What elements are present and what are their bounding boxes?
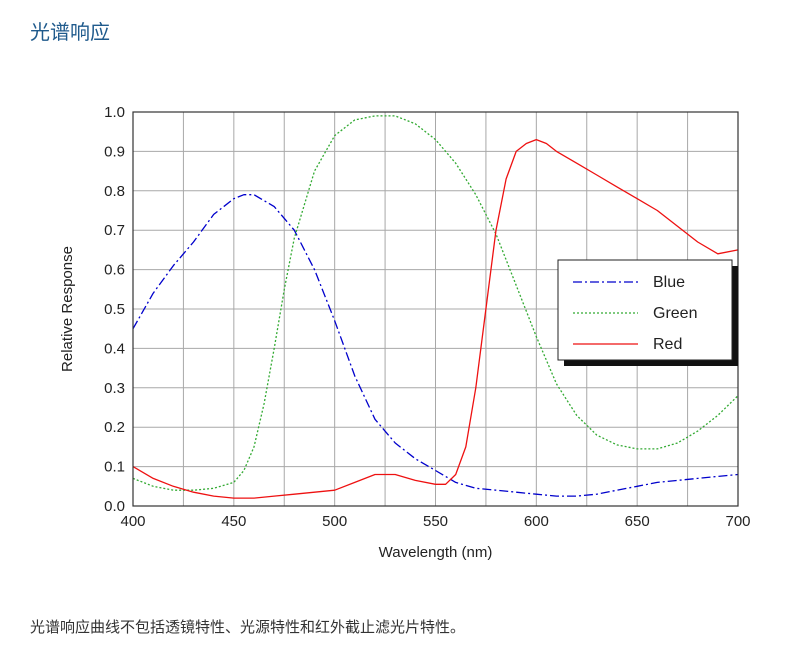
y-tick-label: 0.8 <box>104 183 125 200</box>
y-tick-label: 0.1 <box>104 459 125 476</box>
legend-label-green: Green <box>653 305 697 322</box>
y-tick-label: 0.7 <box>104 222 125 239</box>
series-lines <box>132 115 739 499</box>
x-tick-label: 400 <box>120 513 145 530</box>
legend-label-red: Red <box>653 336 682 353</box>
page-title: 光谱响应 <box>30 20 110 44</box>
legend: Blue Green Red <box>557 259 738 366</box>
y-tick-label: 1.0 <box>104 104 125 121</box>
y-tick-label: 0.0 <box>104 498 125 515</box>
x-tick-label: 600 <box>524 513 549 530</box>
x-tick-label: 650 <box>625 513 650 530</box>
x-axis-label: Wavelength (nm) <box>379 544 493 561</box>
footnote: 光谱响应曲线不包括透镜特性、光源特性和红外截止滤光片特性。 <box>30 618 466 636</box>
legend-box <box>557 259 733 361</box>
x-axis-ticks: 400 450 500 550 600 650 700 <box>120 513 750 530</box>
y-tick-label: 0.2 <box>104 419 125 436</box>
series-line-green <box>132 115 739 491</box>
y-axis-label: Relative Response <box>59 246 76 372</box>
x-tick-label: 500 <box>322 513 347 530</box>
series-line-blue <box>132 194 739 497</box>
legend-label-blue: Blue <box>653 274 685 291</box>
y-tick-label: 0.9 <box>104 143 125 160</box>
y-tick-label: 0.6 <box>104 262 125 279</box>
x-tick-label: 550 <box>423 513 448 530</box>
y-tick-label: 0.3 <box>104 380 125 397</box>
y-axis-ticks: 0.0 0.1 0.2 0.3 0.4 0.5 0.6 0.7 0.8 0.9 1.0 <box>104 104 125 515</box>
series-line-red <box>132 138 739 499</box>
y-tick-label: 0.4 <box>104 340 125 357</box>
y-tick-label: 0.5 <box>104 301 125 318</box>
x-tick-label: 450 <box>221 513 246 530</box>
x-tick-label: 700 <box>725 513 750 530</box>
